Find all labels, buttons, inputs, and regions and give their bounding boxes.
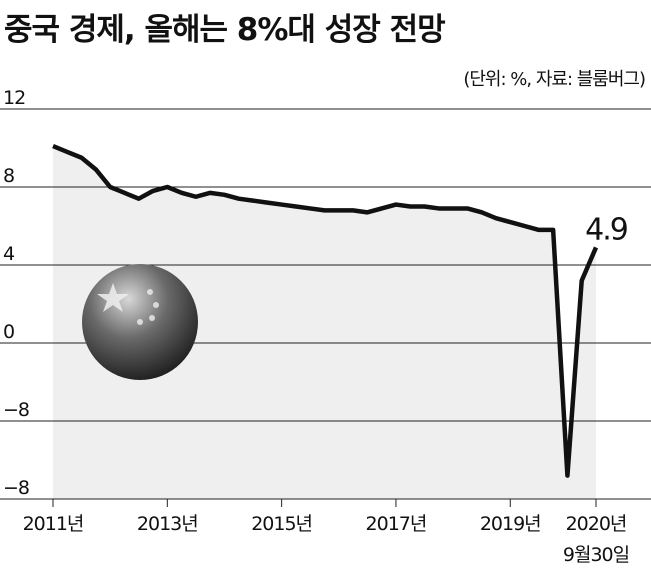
flag-ball <box>82 264 198 380</box>
x-tick-label: 2015년 <box>251 513 312 535</box>
y-tick-label: −8 <box>3 477 29 499</box>
y-tick-label: −8 <box>3 399 29 421</box>
x-tick-label: 2011년 <box>23 513 84 535</box>
y-tick-label: 4 <box>3 243 15 265</box>
data-line <box>52 143 599 478</box>
value-label: 4.9 <box>585 212 627 247</box>
chart-subtitle: (단위: %, 자료: 블룸버그) <box>463 69 645 90</box>
x-tick-label: 2020년 <box>566 513 627 535</box>
area <box>53 146 596 500</box>
chart-title: 중국 경제, 올해는 8%대 성장 전망 <box>4 12 445 48</box>
x-tick-note: 9월30일 <box>563 544 629 566</box>
plot-area: 12 8 4 0 −8 −8 2011년 2013년 2015년 2017년 2019년 2020년 9… <box>0 87 651 566</box>
y-tick-label: 8 <box>3 165 14 187</box>
y-tick-label: 0 <box>3 321 14 343</box>
x-tick-label: 2017년 <box>366 513 427 535</box>
y-tick-label: 12 <box>3 87 25 109</box>
x-tick-label: 2013년 <box>137 513 198 535</box>
x-tick-label: 2019년 <box>480 513 541 535</box>
